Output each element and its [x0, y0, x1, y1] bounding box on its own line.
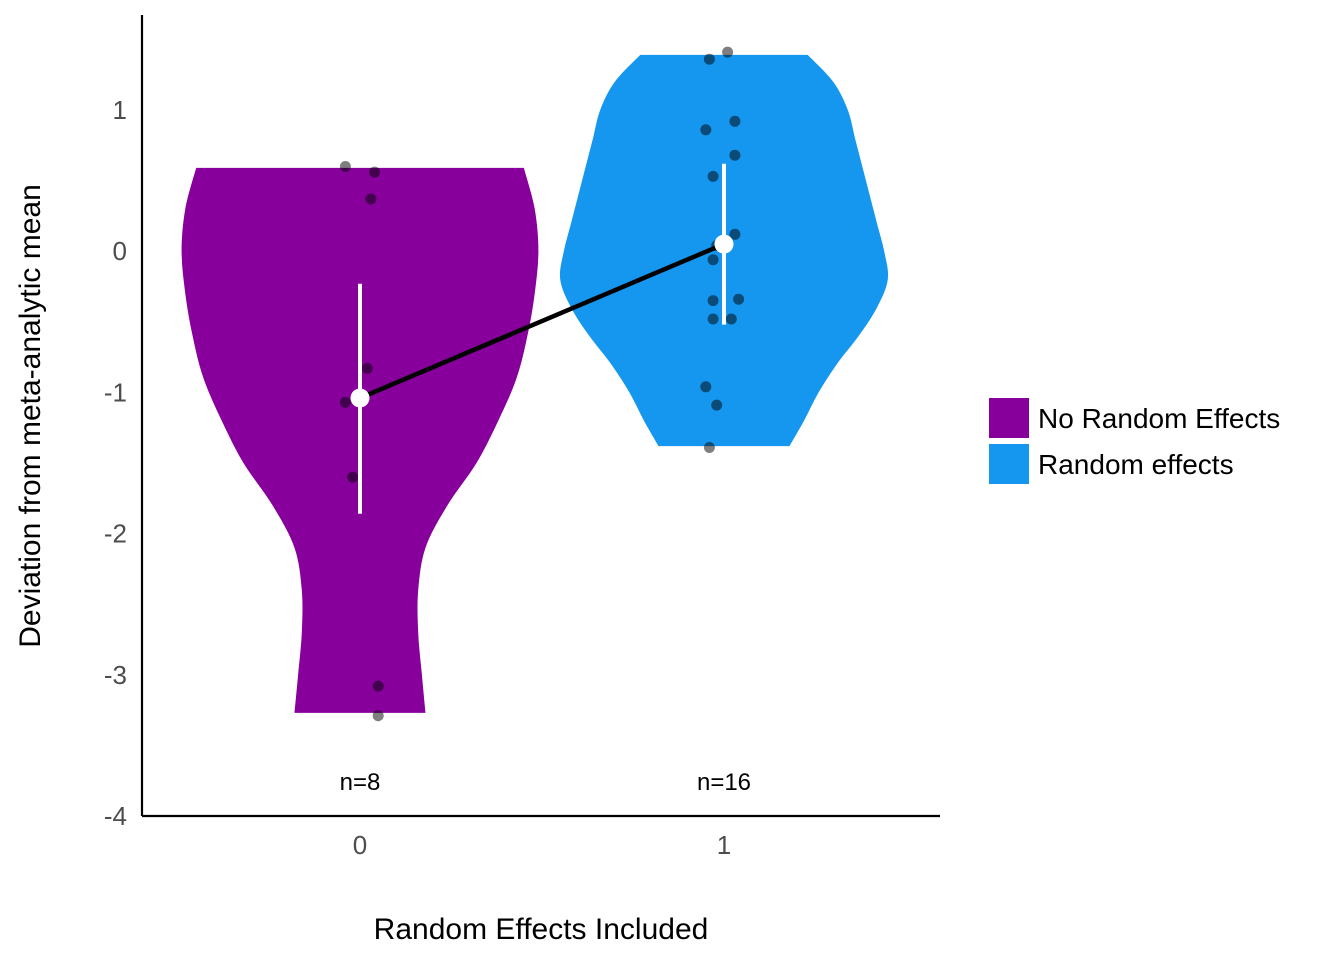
data-point-0-5: [347, 471, 359, 483]
axes: 1 0 -1 -2 -3 -4 0 1 Random Effects Included Devia…: [14, 15, 940, 946]
x-axis-title: Random Effects Included: [374, 913, 709, 946]
n-label-0: n=8: [340, 769, 381, 796]
data-point-1-15: [703, 442, 715, 453]
legend: No Random Effects Random effects: [989, 398, 1280, 484]
plot-area: n=8 n=16: [181, 46, 889, 796]
data-point-0-1: [369, 166, 381, 178]
legend-swatch-0: [989, 398, 1029, 438]
data-point-1-11: [707, 313, 719, 325]
data-point-0-7: [372, 710, 384, 722]
mean-point-1: [714, 234, 734, 254]
data-point-1-2: [729, 115, 741, 127]
data-point-1-5: [707, 170, 719, 182]
data-point-1-10: [707, 295, 719, 307]
data-point-1-14: [711, 399, 723, 411]
data-point-1-8: [707, 254, 719, 266]
data-point-1-4: [729, 149, 741, 161]
data-point-0-2: [365, 193, 377, 205]
data-point-0-4: [339, 396, 351, 408]
mean-line: [359, 242, 725, 401]
data-point-1-0: [722, 46, 734, 58]
data-point-1-13: [700, 381, 712, 393]
data-point-0-6: [372, 680, 384, 692]
y-tick-label: -1: [104, 377, 127, 407]
y-tick-label: -3: [104, 660, 127, 690]
y-tick-label: 0: [113, 236, 127, 266]
x-tick-label: 0: [353, 830, 367, 860]
n-label-1: n=16: [697, 769, 751, 796]
data-point-1-6: [729, 228, 741, 240]
data-point-1-3: [700, 124, 712, 136]
legend-swatch-1: [989, 444, 1029, 484]
data-point-1-12: [725, 313, 737, 325]
legend-label-1: Random effects: [1038, 449, 1234, 480]
legend-label-0: No Random Effects: [1038, 403, 1280, 434]
y-tick-label: 1: [113, 95, 127, 125]
data-point-1-9: [733, 293, 745, 305]
y-tick-label: -2: [104, 519, 127, 549]
y-tick-label: -4: [104, 801, 127, 831]
y-axis-title: Deviation from meta-analytic mean: [14, 184, 47, 648]
data-point-0-3: [361, 362, 373, 374]
data-point-0-0: [339, 161, 351, 172]
x-tick-label: 1: [717, 830, 731, 860]
data-point-1-1: [703, 53, 715, 65]
mean-point-0: [350, 388, 370, 408]
